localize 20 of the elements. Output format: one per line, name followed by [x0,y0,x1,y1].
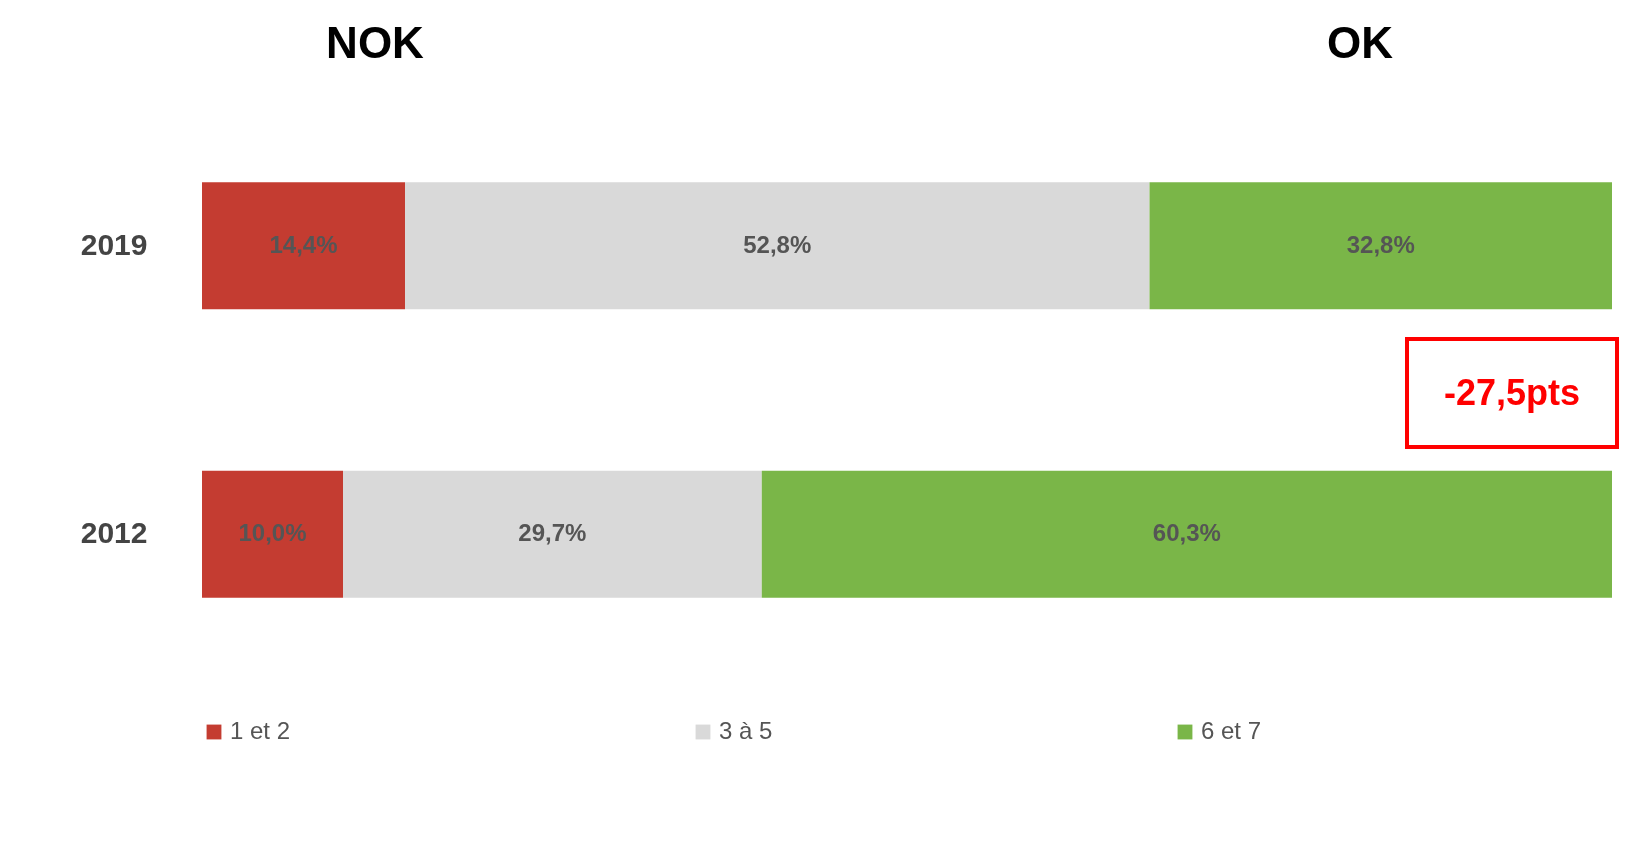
data-label: 14,4% [269,230,338,258]
legend-label: 6 et 7 [1201,717,1262,744]
bar [343,470,762,598]
legend-label: 3 à 5 [719,717,773,744]
y-tick-label: 2019 [80,227,148,261]
bar [405,182,1150,310]
data-label: 32,8% [1346,230,1415,258]
text: OK [1327,18,1393,68]
framed-note: -27,5pts [1405,337,1619,449]
legend-label: 1 et 2 [230,717,291,744]
y-tick-label: 2012 [80,516,148,550]
data-label: 60,3% [1152,519,1221,547]
bar [202,182,406,310]
data-label: 29,7% [518,519,587,547]
data-label: 10,0% [238,519,307,547]
bar [1149,182,1612,310]
data-label: 52,8% [743,230,812,258]
bar [202,470,343,598]
bar [761,470,1612,598]
text: NOK [326,18,424,68]
